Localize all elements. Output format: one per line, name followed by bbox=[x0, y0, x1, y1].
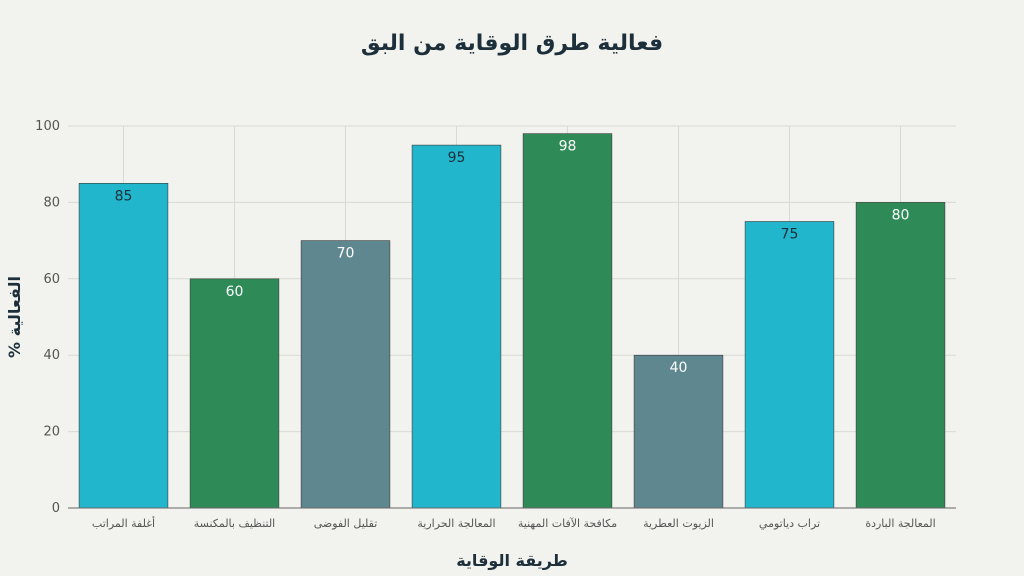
y-axis-title: % الفعالية bbox=[5, 276, 24, 358]
x-tick-label: المعالجة الحرارية bbox=[417, 517, 495, 530]
x-tick-label: الزيوت العطرية bbox=[643, 517, 714, 530]
x-tick-label: تراب دياتومي bbox=[759, 517, 820, 530]
y-axis-ticks: 0 20 40 60 80 100 bbox=[35, 119, 60, 516]
bar bbox=[744, 221, 835, 509]
x-axis-title: طريقة الوقاية bbox=[456, 551, 568, 570]
bar bbox=[78, 183, 169, 509]
data-label: 95 bbox=[448, 150, 466, 166]
data-label: 40 bbox=[670, 360, 688, 376]
x-tick-label: تقليل الفوضى bbox=[314, 517, 378, 530]
bar bbox=[855, 202, 946, 509]
bar bbox=[300, 240, 391, 509]
bar bbox=[189, 278, 280, 509]
data-label: 70 bbox=[337, 246, 355, 262]
bar bbox=[522, 133, 613, 509]
chart-title: فعالية طرق الوقاية من البق bbox=[361, 31, 663, 56]
x-axis-ticks: أغلفة المراتب التنظيف بالمكنسة تقليل الفوض… bbox=[92, 516, 936, 530]
bars-layer bbox=[78, 133, 946, 509]
x-tick-label: مكافحة الآفات المهنية bbox=[518, 517, 617, 530]
y-tick-label: 80 bbox=[43, 195, 60, 210]
data-label: 98 bbox=[559, 139, 577, 155]
bar bbox=[633, 354, 724, 509]
labels-layer: 85 60 70 95 98 40 75 80 bbox=[115, 139, 910, 377]
data-label: 75 bbox=[781, 227, 799, 243]
y-tick-label: 40 bbox=[43, 348, 60, 363]
bar bbox=[411, 144, 502, 509]
y-tick-label: 20 bbox=[43, 425, 60, 440]
y-tick-label: 100 bbox=[35, 119, 60, 134]
x-tick-label: أغلفة المراتب bbox=[92, 516, 155, 530]
data-label: 80 bbox=[892, 207, 910, 223]
y-tick-label: 60 bbox=[43, 272, 60, 287]
data-label: 85 bbox=[115, 188, 133, 204]
data-label: 60 bbox=[226, 284, 244, 300]
x-tick-label: التنظيف بالمكنسة bbox=[194, 517, 276, 530]
y-tick-label: 0 bbox=[52, 501, 60, 516]
x-tick-label: المعالجة الباردة bbox=[865, 517, 935, 530]
